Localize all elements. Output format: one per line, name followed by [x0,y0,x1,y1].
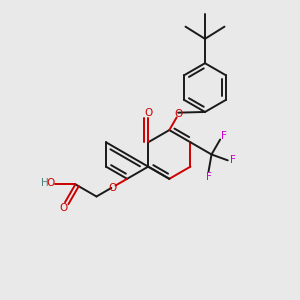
Text: O: O [108,183,117,193]
Text: O: O [59,202,68,213]
Text: H: H [41,178,49,188]
Text: F: F [206,172,212,182]
Text: F: F [221,131,227,141]
Text: O: O [46,178,54,188]
Text: O: O [174,110,182,119]
Text: O: O [144,108,153,118]
Text: F: F [230,155,236,165]
